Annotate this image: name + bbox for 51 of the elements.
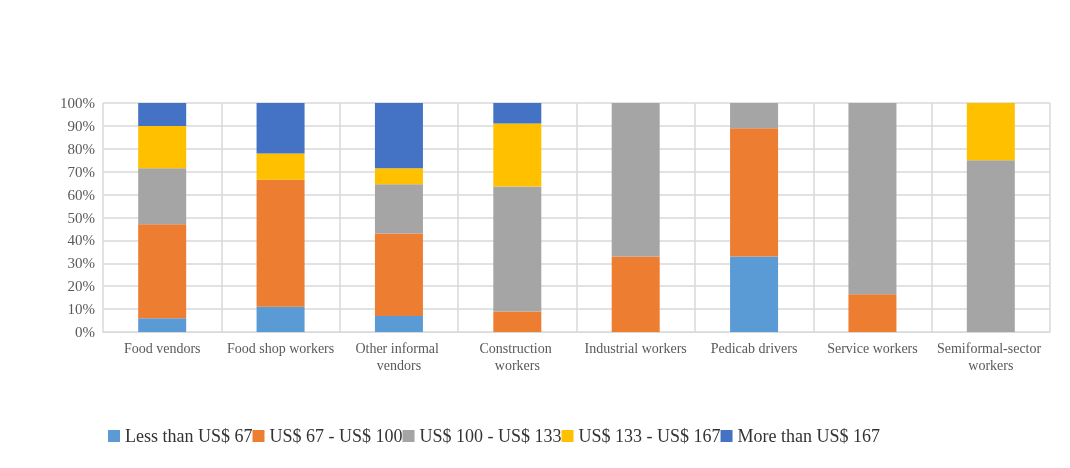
x-tick-label: Service workers bbox=[827, 341, 918, 356]
bar bbox=[138, 224, 187, 319]
y-tick-label: 80% bbox=[67, 140, 95, 157]
y-tick-label: 100% bbox=[60, 95, 95, 111]
bar bbox=[730, 256, 779, 332]
bar bbox=[256, 103, 305, 154]
bar bbox=[848, 103, 897, 295]
y-tick-label: 30% bbox=[67, 255, 95, 272]
bar bbox=[138, 103, 187, 126]
legend-label: Less than US$ 67 bbox=[125, 426, 253, 446]
bar bbox=[256, 306, 305, 332]
bar bbox=[374, 168, 423, 185]
y-tick-label: 0% bbox=[75, 324, 95, 340]
bar bbox=[374, 315, 423, 332]
y-tick-label: 90% bbox=[67, 117, 95, 134]
bar bbox=[256, 153, 305, 180]
x-tick-label: Other informal vendors bbox=[355, 341, 443, 373]
x-tick-label: Construction workers bbox=[479, 341, 556, 373]
bar bbox=[611, 103, 660, 257]
x-tick-label: Food vendors bbox=[123, 341, 201, 356]
y-tick-label: 60% bbox=[67, 186, 95, 203]
bar bbox=[138, 168, 187, 225]
bar bbox=[966, 160, 1015, 332]
bar bbox=[138, 318, 187, 332]
legend-label: More than US$ 167 bbox=[737, 426, 881, 446]
y-tick-label: 50% bbox=[67, 209, 95, 226]
bar bbox=[256, 179, 305, 307]
legend-label: US$ 133 - US$ 167 bbox=[578, 426, 721, 446]
bar bbox=[848, 294, 897, 332]
y-tick-label: 70% bbox=[67, 163, 95, 180]
x-tick-label: Pedicab drivers bbox=[710, 341, 798, 356]
bar bbox=[374, 233, 423, 316]
bar bbox=[374, 103, 423, 169]
legend-label: US$ 100 - US$ 133 bbox=[419, 426, 562, 446]
legend-label: US$ 67 - US$ 100 bbox=[269, 426, 403, 446]
bar bbox=[611, 256, 660, 332]
bar bbox=[730, 103, 779, 129]
x-tick-label: Semiformal-sector workers bbox=[936, 341, 1045, 373]
bar bbox=[493, 311, 542, 332]
y-tick-label: 40% bbox=[67, 232, 95, 249]
bar bbox=[374, 184, 423, 234]
y-tick-label: 20% bbox=[67, 278, 95, 295]
bar bbox=[730, 128, 779, 257]
y-tick-label: 10% bbox=[67, 301, 95, 318]
x-tick-label: Industrial workers bbox=[584, 341, 687, 356]
x-tick-label: Food shop workers bbox=[226, 341, 335, 356]
bar bbox=[493, 186, 542, 312]
bar bbox=[493, 123, 542, 187]
bar bbox=[966, 103, 1015, 161]
bar bbox=[138, 125, 187, 169]
bar bbox=[493, 103, 542, 124]
